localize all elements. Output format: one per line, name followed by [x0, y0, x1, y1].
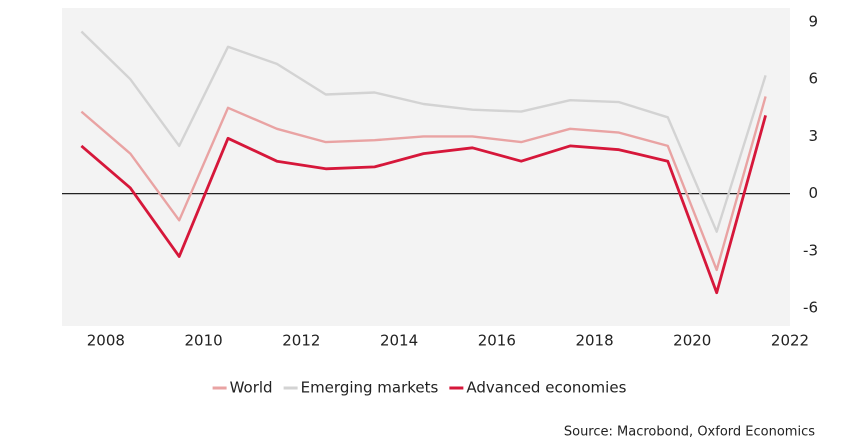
- source-note: Source: Macrobond, Oxford Economics: [564, 425, 815, 440]
- x-tick-label: 2018: [575, 332, 613, 350]
- y-tick-label: 6: [808, 70, 818, 88]
- y-tick-label: 9: [808, 13, 818, 31]
- plot-background: [62, 8, 790, 326]
- x-tick-label: 2010: [185, 332, 223, 350]
- x-tick-label: 2022: [771, 332, 809, 350]
- x-tick-label: 2008: [87, 332, 125, 350]
- y-tick-label: 0: [808, 184, 818, 202]
- y-tick-label: 3: [808, 127, 818, 145]
- series-line: [80, 30, 767, 233]
- legend-label: Emerging markets: [301, 379, 439, 397]
- legend-label: World: [230, 379, 273, 397]
- series-line: [80, 115, 767, 295]
- y-tick-label: -3: [803, 241, 818, 259]
- x-tick-label: 2016: [478, 332, 516, 350]
- series-line: [80, 96, 767, 272]
- x-tick-label: 2012: [282, 332, 320, 350]
- y-tick-label: -6: [803, 299, 818, 317]
- x-tick-label: 2020: [673, 332, 711, 350]
- x-tick-label: 2014: [380, 332, 418, 350]
- legend-label: Advanced economies: [466, 379, 626, 397]
